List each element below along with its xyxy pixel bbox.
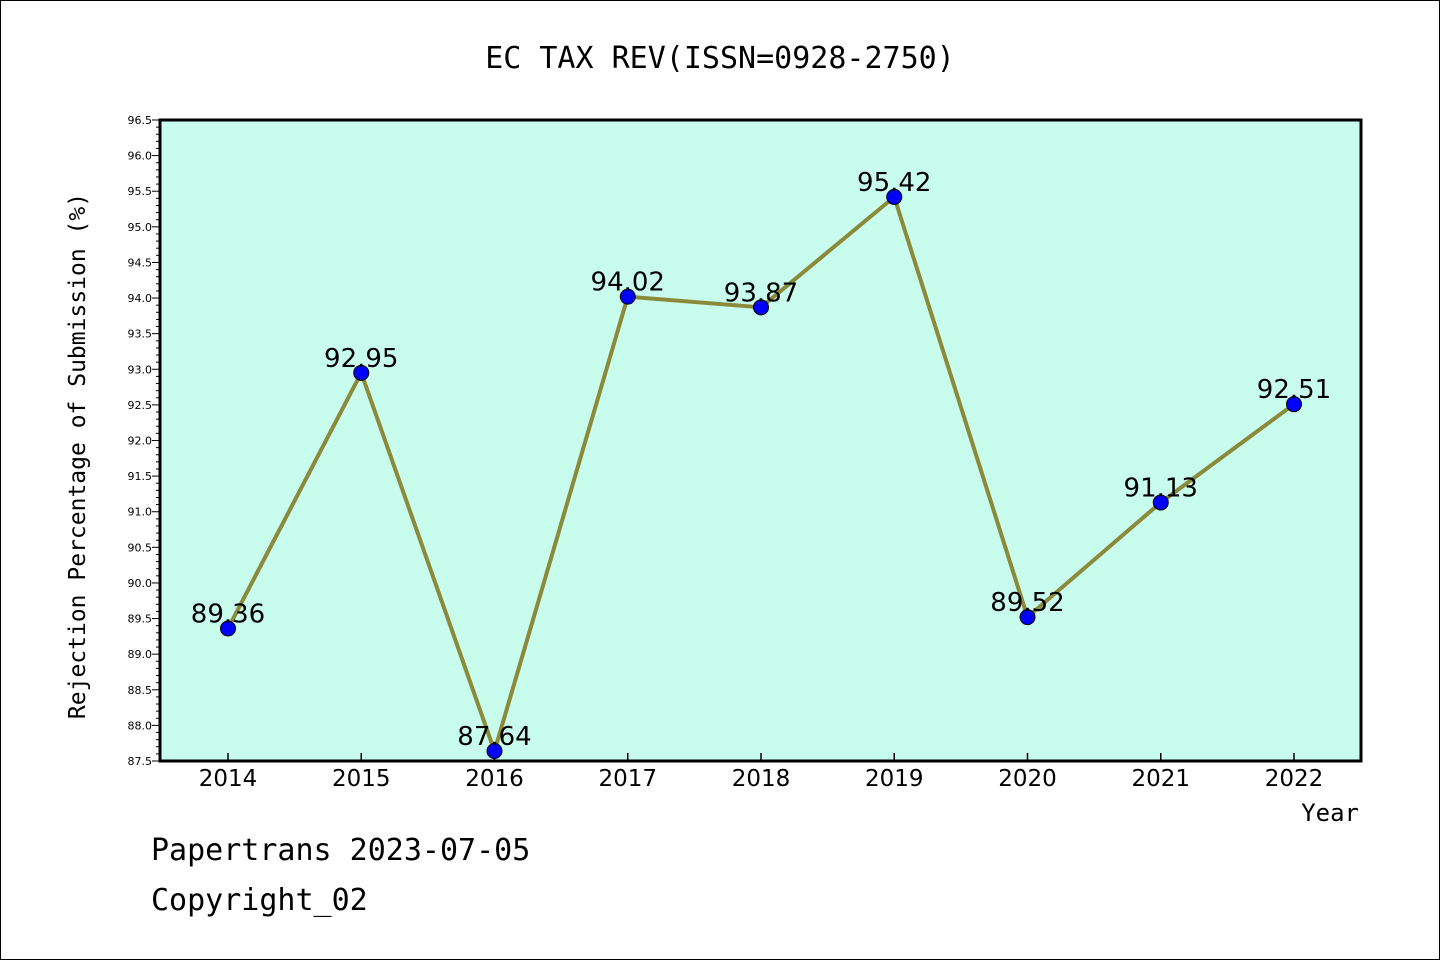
footer-copyright: Copyright_02 (151, 883, 368, 918)
plot-area (158, 118, 1363, 763)
data-point (220, 620, 236, 637)
y-tick-label: 94.5 (128, 256, 153, 269)
y-tick-label: 88.5 (128, 684, 153, 697)
x-tick-label: 2018 (732, 766, 791, 792)
y-tick-label: 89.5 (128, 613, 153, 626)
footer-date: Papertrans 2023-07-05 (151, 833, 531, 868)
x-tick-label: 2020 (998, 766, 1057, 792)
chart-title: EC TAX REV(ISSN=0928-2750) (485, 41, 955, 76)
data-label: 89.52 (990, 588, 1064, 618)
data-point (619, 288, 636, 305)
data-point (1152, 494, 1169, 511)
y-tick-label: 92.5 (128, 399, 153, 412)
y-tick-label: 93.5 (128, 328, 153, 341)
y-tick-label: 87.5 (128, 755, 153, 768)
data-point (1019, 609, 1036, 626)
data-point (1286, 396, 1302, 413)
x-tick-label: 2016 (465, 766, 524, 792)
x-tick-label: 2019 (865, 766, 924, 792)
x-axis-label: Year (1301, 799, 1359, 827)
x-tick-label: 2015 (332, 766, 391, 792)
y-tick-label: 89.0 (128, 648, 153, 661)
y-tick-label: 91.5 (128, 470, 153, 483)
y-axis-label: Rejection Percentage of Submission (%) (65, 193, 91, 719)
data-label: 92.95 (324, 344, 398, 374)
data-label: 94.02 (591, 268, 665, 298)
data-label: 93.87 (724, 278, 798, 308)
y-tick-label: 90.5 (128, 541, 153, 554)
y-tick-label: 95.0 (128, 221, 153, 234)
y-tick-label: 94.0 (128, 292, 153, 305)
x-tick-label: 2017 (598, 766, 657, 792)
data-label: 89.36 (191, 600, 265, 630)
y-tick-label: 92.0 (128, 435, 153, 448)
data-point (753, 299, 769, 316)
y-tick-label: 95.5 (128, 185, 153, 198)
y-tick-label: 93.0 (128, 363, 153, 376)
x-tick-label: 2021 (1131, 766, 1190, 792)
data-label: 87.64 (457, 722, 531, 752)
y-tick-label: 88.0 (128, 719, 153, 732)
x-tick-label: 2022 (1265, 766, 1324, 792)
y-tick-label: 91.0 (128, 506, 153, 519)
data-point (886, 188, 903, 205)
y-tick-label: 90.0 (128, 577, 153, 590)
data-label: 95.42 (857, 168, 931, 198)
data-label: 92.51 (1257, 375, 1331, 405)
data-point (486, 743, 503, 760)
x-tick-label: 2014 (199, 766, 258, 792)
data-point (353, 364, 370, 381)
y-tick-label: 96.0 (128, 150, 153, 163)
y-tick-label: 96.5 (128, 114, 153, 127)
data-label: 91.13 (1124, 473, 1198, 503)
